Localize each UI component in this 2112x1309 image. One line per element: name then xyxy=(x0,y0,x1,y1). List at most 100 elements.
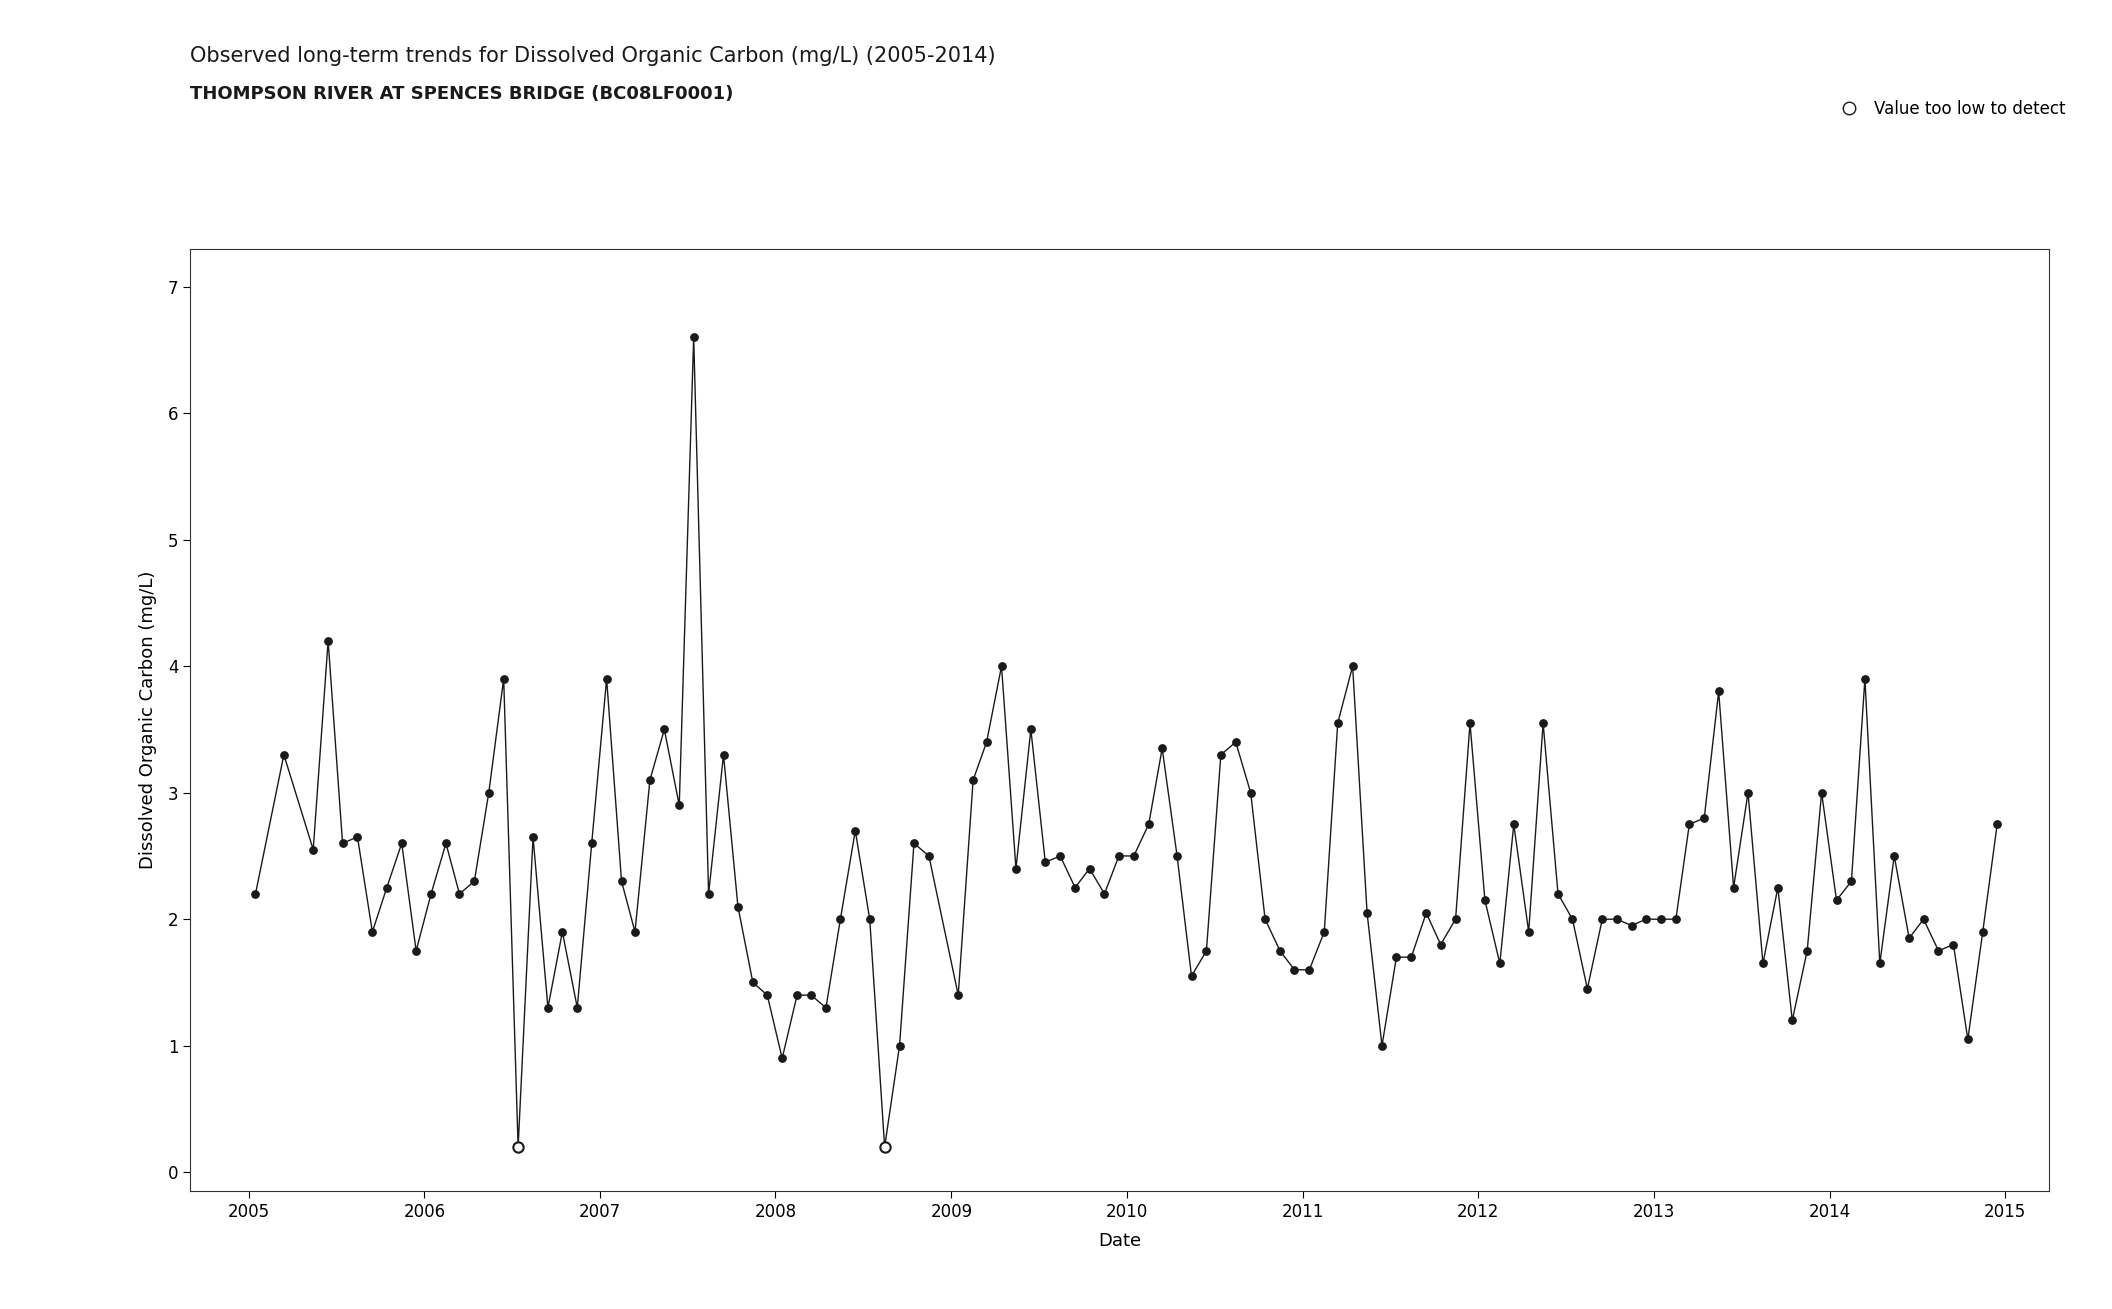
Point xyxy=(634,770,667,791)
Text: THOMPSON RIVER AT SPENCES BRIDGE (BC08LF0001): THOMPSON RIVER AT SPENCES BRIDGE (BC08LF… xyxy=(190,85,733,103)
Point xyxy=(1821,890,1854,911)
Point xyxy=(735,973,769,994)
Point xyxy=(853,908,887,929)
Point xyxy=(676,327,710,348)
Point xyxy=(1732,783,1766,804)
Point xyxy=(239,884,272,905)
Point xyxy=(1189,940,1223,961)
Point xyxy=(619,922,653,942)
Point xyxy=(1512,922,1546,942)
Point xyxy=(1117,846,1151,867)
Point xyxy=(1892,928,1926,949)
Point xyxy=(1307,922,1341,942)
Point xyxy=(266,745,300,766)
Point xyxy=(545,922,579,942)
Point xyxy=(999,859,1033,880)
Point xyxy=(912,846,946,867)
Point xyxy=(1717,877,1751,898)
Point xyxy=(1073,859,1107,880)
Point xyxy=(1204,745,1238,766)
Point xyxy=(501,1136,534,1157)
Point xyxy=(515,826,549,847)
Point xyxy=(898,833,931,853)
Point xyxy=(530,997,564,1018)
Point xyxy=(1673,814,1706,835)
Point xyxy=(708,745,741,766)
Point xyxy=(693,884,727,905)
Text: Observed long-term trends for Dissolved Organic Carbon (mg/L) (2005-2014): Observed long-term trends for Dissolved … xyxy=(190,46,995,65)
Point xyxy=(296,839,329,860)
Point xyxy=(1557,908,1590,929)
Y-axis label: Dissolved Organic Carbon (mg/L): Dissolved Organic Carbon (mg/L) xyxy=(139,571,156,869)
Point xyxy=(1219,732,1252,753)
Point xyxy=(589,669,623,690)
Point xyxy=(1791,940,1825,961)
Point xyxy=(414,884,448,905)
Legend: Value too low to detect: Value too low to detect xyxy=(1825,93,2072,124)
Point xyxy=(560,997,593,1018)
Point xyxy=(340,826,374,847)
Point xyxy=(1233,783,1267,804)
Point xyxy=(1922,940,1956,961)
Point xyxy=(1102,846,1136,867)
Point xyxy=(1088,884,1121,905)
Point xyxy=(444,884,477,905)
Point xyxy=(471,783,505,804)
Point xyxy=(1350,902,1383,923)
Point xyxy=(1863,953,1897,974)
Point xyxy=(1058,877,1092,898)
Point xyxy=(1966,922,2000,942)
Point xyxy=(1937,935,1970,956)
Point xyxy=(325,833,359,853)
Point xyxy=(1702,681,1736,702)
Point xyxy=(663,795,697,816)
Point xyxy=(1029,852,1062,873)
Point xyxy=(1483,953,1516,974)
X-axis label: Date: Date xyxy=(1098,1232,1140,1250)
Point xyxy=(1527,712,1561,733)
Point xyxy=(1776,1011,1810,1031)
Point xyxy=(486,669,520,690)
Point xyxy=(1423,935,1457,956)
Point xyxy=(429,833,463,853)
Point xyxy=(1571,978,1605,999)
Point xyxy=(1542,884,1576,905)
Point xyxy=(1043,846,1077,867)
Point xyxy=(1628,908,1662,929)
Point xyxy=(1981,814,2015,835)
Point xyxy=(957,770,991,791)
Point xyxy=(883,1035,917,1056)
Point xyxy=(1263,940,1297,961)
Point xyxy=(458,870,492,891)
Point xyxy=(1132,814,1166,835)
Point xyxy=(1335,656,1369,677)
Point xyxy=(868,1136,902,1157)
Point xyxy=(1599,908,1633,929)
Point xyxy=(809,997,843,1018)
Point xyxy=(370,877,403,898)
Point xyxy=(1014,719,1048,740)
Point xyxy=(1409,902,1442,923)
Point xyxy=(1497,814,1531,835)
Point xyxy=(1174,966,1208,987)
Point xyxy=(794,984,828,1005)
Point xyxy=(1848,669,1882,690)
Point xyxy=(1278,959,1312,980)
Point xyxy=(1806,783,1840,804)
Point xyxy=(1364,1035,1398,1056)
Point xyxy=(1687,808,1721,829)
Point xyxy=(1379,946,1413,967)
Point xyxy=(1907,908,1941,929)
Point xyxy=(1453,712,1487,733)
Point xyxy=(1616,915,1649,936)
Point xyxy=(1320,712,1354,733)
Point xyxy=(310,631,344,652)
Point xyxy=(838,821,872,842)
Point xyxy=(1951,1029,1985,1050)
Point xyxy=(1878,846,1911,867)
Point xyxy=(765,1049,798,1069)
Point xyxy=(1586,908,1620,929)
Point xyxy=(1145,738,1178,759)
Point xyxy=(942,984,976,1005)
Point xyxy=(355,922,389,942)
